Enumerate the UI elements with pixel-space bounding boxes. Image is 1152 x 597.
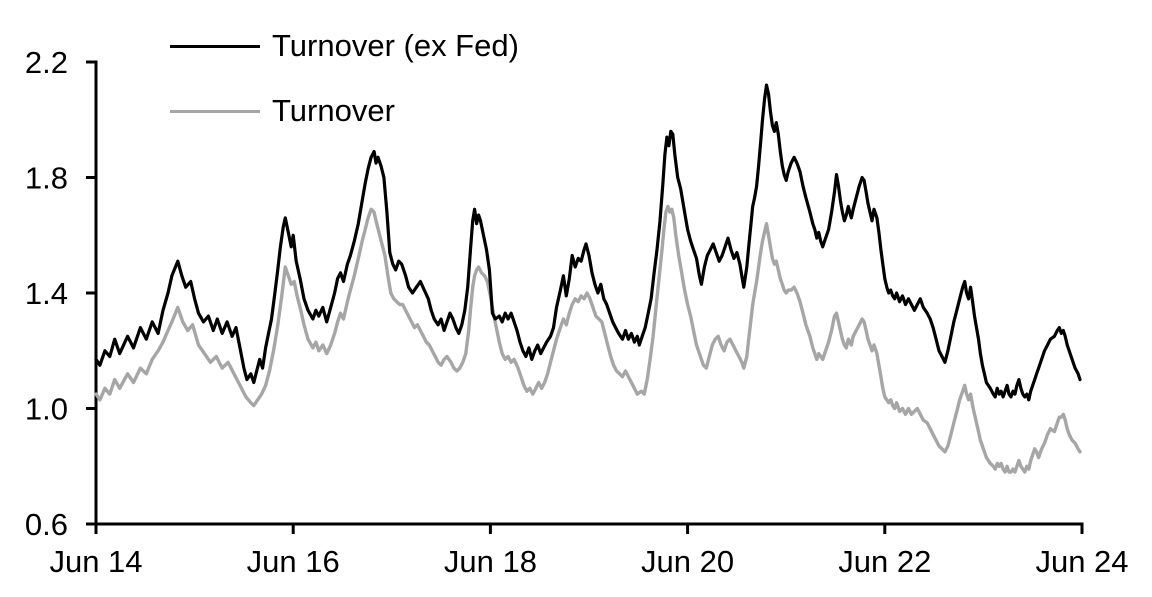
y-tick-label: 2.2 bbox=[25, 45, 68, 80]
legend-item-turnover: Turnover bbox=[170, 95, 395, 127]
x-tick-label: Jun 14 bbox=[49, 544, 142, 579]
x-tick-label: Jun 20 bbox=[641, 544, 734, 579]
legend-line-swatch-gray bbox=[170, 109, 260, 113]
legend-item-turnover-ex-fed: Turnover (ex Fed) bbox=[170, 30, 519, 62]
x-tick-label: Jun 24 bbox=[1035, 544, 1128, 579]
y-tick-label: 1.4 bbox=[25, 276, 68, 311]
legend-label-turnover-ex-fed: Turnover (ex Fed) bbox=[272, 28, 519, 63]
y-tick-label: 0.6 bbox=[25, 507, 68, 542]
series-line-turnover bbox=[94, 204, 1082, 474]
y-tick-label: 1.0 bbox=[25, 392, 68, 427]
legend-label-turnover: Turnover bbox=[272, 93, 395, 128]
x-tick-label: Jun 22 bbox=[838, 544, 931, 579]
y-tick-label: 1.8 bbox=[25, 161, 68, 196]
x-tick-label: Jun 16 bbox=[247, 544, 340, 579]
series-line-turnover-ex-fed bbox=[94, 83, 1082, 402]
x-tick-label: Jun 18 bbox=[444, 544, 537, 579]
legend-line-swatch-black bbox=[170, 44, 260, 48]
